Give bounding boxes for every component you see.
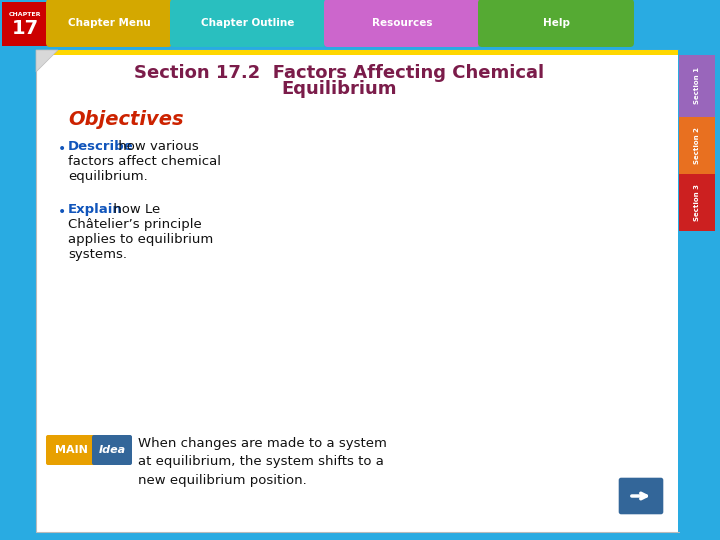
Text: Section 3: Section 3 [694,184,700,221]
FancyBboxPatch shape [618,477,664,515]
Polygon shape [36,50,58,72]
Text: Section 1: Section 1 [694,68,700,105]
FancyBboxPatch shape [0,0,720,50]
Text: equilibrium.: equilibrium. [68,170,148,183]
FancyBboxPatch shape [679,117,715,174]
Text: Chapter Outline: Chapter Outline [202,18,294,28]
Text: Help: Help [542,18,570,28]
Text: Equilibrium: Equilibrium [282,80,397,98]
Text: Section 17.2  Factors Affecting Chemical: Section 17.2 Factors Affecting Chemical [135,64,544,82]
Text: MAIN: MAIN [55,445,87,455]
Text: Chapter Menu: Chapter Menu [68,18,150,28]
FancyBboxPatch shape [478,0,634,47]
Text: how Le: how Le [109,203,160,216]
Text: Châtelier’s principle: Châtelier’s principle [68,218,202,231]
Text: •: • [58,205,66,219]
FancyBboxPatch shape [46,435,96,465]
FancyBboxPatch shape [2,2,48,46]
FancyBboxPatch shape [36,50,679,532]
FancyBboxPatch shape [170,0,326,47]
Text: Describe: Describe [68,140,134,153]
Text: systems.: systems. [68,248,127,261]
Polygon shape [94,438,104,462]
Text: •: • [58,142,66,156]
Text: Explain: Explain [68,203,122,216]
Text: how various: how various [114,140,199,153]
FancyBboxPatch shape [324,0,480,47]
FancyBboxPatch shape [679,174,715,231]
Text: Resources: Resources [372,18,432,28]
FancyBboxPatch shape [679,55,715,117]
Text: 17: 17 [12,18,39,37]
Text: CHAPTER: CHAPTER [9,12,41,17]
Text: applies to equilibrium: applies to equilibrium [68,233,213,246]
Text: When changes are made to a system
at equilibrium, the system shifts to a
new equ: When changes are made to a system at equ… [138,437,387,487]
Text: Section 2: Section 2 [694,127,700,164]
FancyBboxPatch shape [92,435,132,465]
FancyBboxPatch shape [36,50,679,55]
Text: factors affect chemical: factors affect chemical [68,155,221,168]
FancyBboxPatch shape [678,50,683,532]
Text: Objectives: Objectives [68,110,184,129]
Text: Idea: Idea [99,445,125,455]
FancyBboxPatch shape [46,0,172,47]
